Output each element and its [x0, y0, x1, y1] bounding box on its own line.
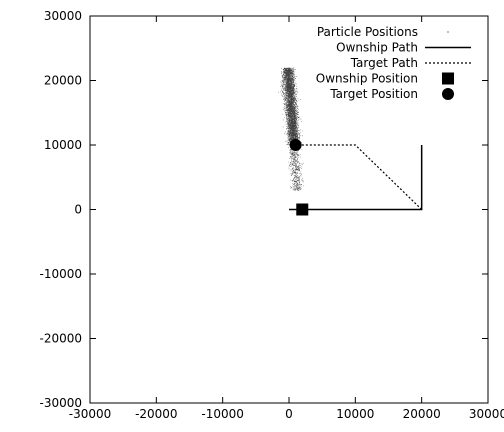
x-tick-label: 0 [285, 407, 293, 421]
target-path [295, 144, 423, 210]
x-tick-label: -30000 [69, 407, 112, 421]
y-tick-label: 0 [74, 203, 82, 217]
y-axis-ticks: -30000 -20000 -10000 0 10000 20000 30000 [39, 9, 488, 410]
legend-label: Target Position [329, 87, 418, 101]
y-tick-label: 20000 [44, 74, 82, 88]
x-tick-label: 20000 [403, 407, 441, 421]
x-tick-label: -10000 [201, 407, 244, 421]
legend-label: Target Path [350, 56, 418, 70]
legend-label: Particle Positions [317, 25, 418, 39]
target-position-marker [289, 139, 302, 151]
legend-symbol-square [442, 72, 454, 85]
legend-symbol-dots [447, 31, 449, 33]
markers [289, 139, 309, 216]
paths [289, 144, 423, 211]
x-axis-ticks: -30000 -20000 -10000 0 10000 20000 30000 [69, 16, 504, 421]
legend-label: Ownship Path [336, 41, 418, 55]
y-tick-label: -20000 [39, 332, 82, 346]
x-tick-label: -20000 [135, 407, 178, 421]
legend-symbol-circle [442, 88, 454, 100]
y-tick-label: -30000 [39, 396, 82, 410]
ownship-position-marker [296, 203, 309, 216]
x-tick-label: 30000 [469, 407, 504, 421]
y-tick-label: 10000 [44, 138, 82, 152]
legend-label: Ownship Position [316, 72, 418, 86]
x-tick-label: 10000 [336, 407, 374, 421]
particle-cloud [278, 67, 305, 191]
ownship-path [289, 145, 423, 211]
y-tick-label: 30000 [44, 9, 82, 23]
particle-positions [278, 67, 305, 191]
y-tick-label: -10000 [39, 267, 82, 281]
